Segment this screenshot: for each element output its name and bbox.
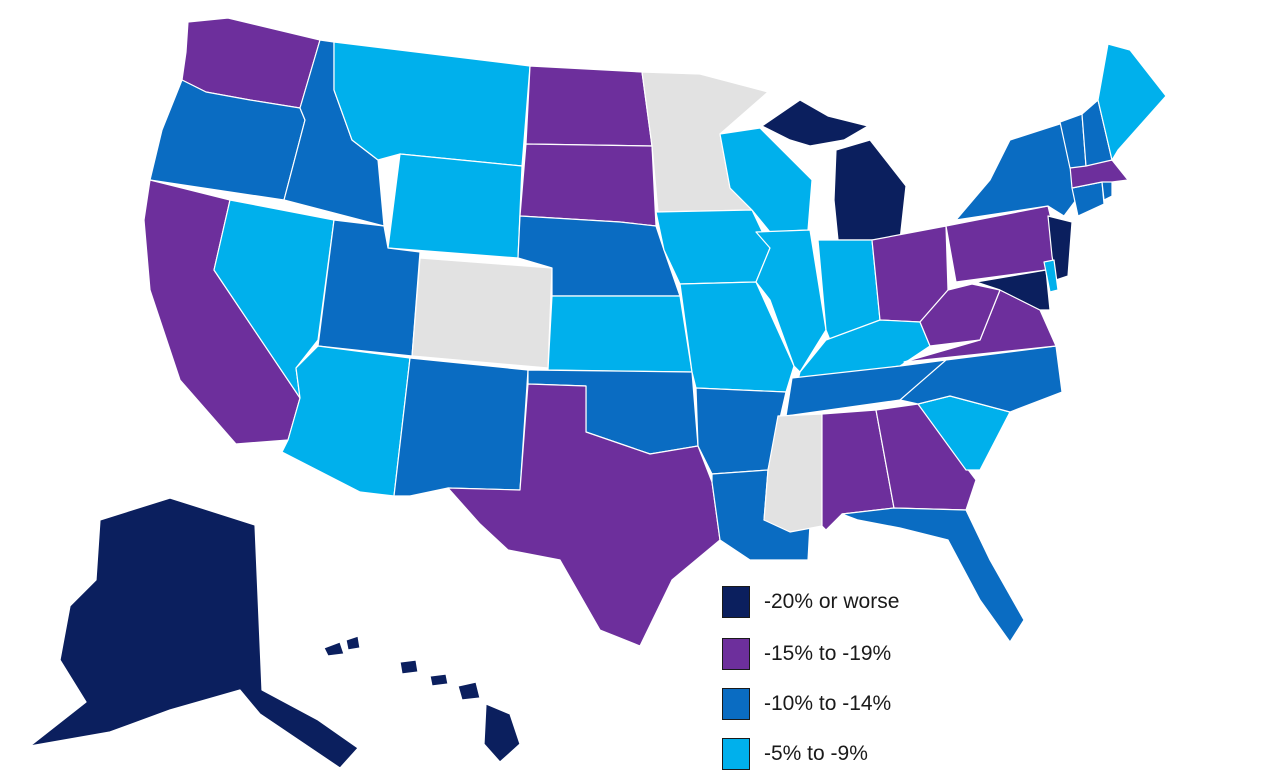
legend-swatch	[722, 638, 750, 670]
state-CO[interactable]	[411, 257, 553, 369]
state-KS[interactable]	[547, 295, 693, 373]
state-MD[interactable]	[975, 269, 1051, 311]
state-IL[interactable]	[755, 229, 827, 373]
legend-swatch	[722, 738, 750, 770]
legend-swatch	[722, 586, 750, 618]
state-ND[interactable]	[525, 65, 653, 147]
state-MT[interactable]	[333, 41, 531, 167]
legend-item-10-14: -10% to -14%	[722, 688, 891, 720]
state-WV[interactable]	[919, 283, 1001, 347]
state-WY[interactable]	[387, 153, 523, 259]
legend-item-15-19: -15% to -19%	[722, 638, 891, 670]
legend-item-worst: -20% or worse	[722, 586, 899, 618]
legend-label: -20% or worse	[764, 590, 900, 613]
legend-label: -5% to -9%	[764, 742, 868, 765]
state-NC[interactable]	[899, 345, 1063, 413]
state-MI[interactable]	[833, 139, 907, 241]
state-KY[interactable]	[797, 319, 931, 381]
state-HI[interactable]	[323, 635, 521, 763]
legend-swatch	[722, 688, 750, 720]
legend-label: -15% to -19%	[764, 642, 892, 665]
state-NY[interactable]	[955, 121, 1077, 221]
state-NM[interactable]	[393, 357, 529, 497]
state-ME[interactable]	[1097, 43, 1167, 161]
state-GA[interactable]	[875, 403, 977, 511]
state-FL[interactable]	[841, 507, 1025, 643]
state-TX[interactable]	[447, 383, 721, 647]
state-MI-UP[interactable]	[761, 99, 869, 147]
legend-item-5-9: -5% to -9%	[722, 738, 868, 770]
state-AZ[interactable]	[281, 345, 411, 497]
legend-label: -10% to -14%	[764, 692, 892, 715]
state-SD[interactable]	[519, 143, 657, 227]
state-RI[interactable]	[1101, 179, 1113, 201]
state-DE[interactable]	[1043, 259, 1059, 293]
state-AK[interactable]	[29, 497, 359, 768]
state-IA[interactable]	[655, 209, 771, 285]
